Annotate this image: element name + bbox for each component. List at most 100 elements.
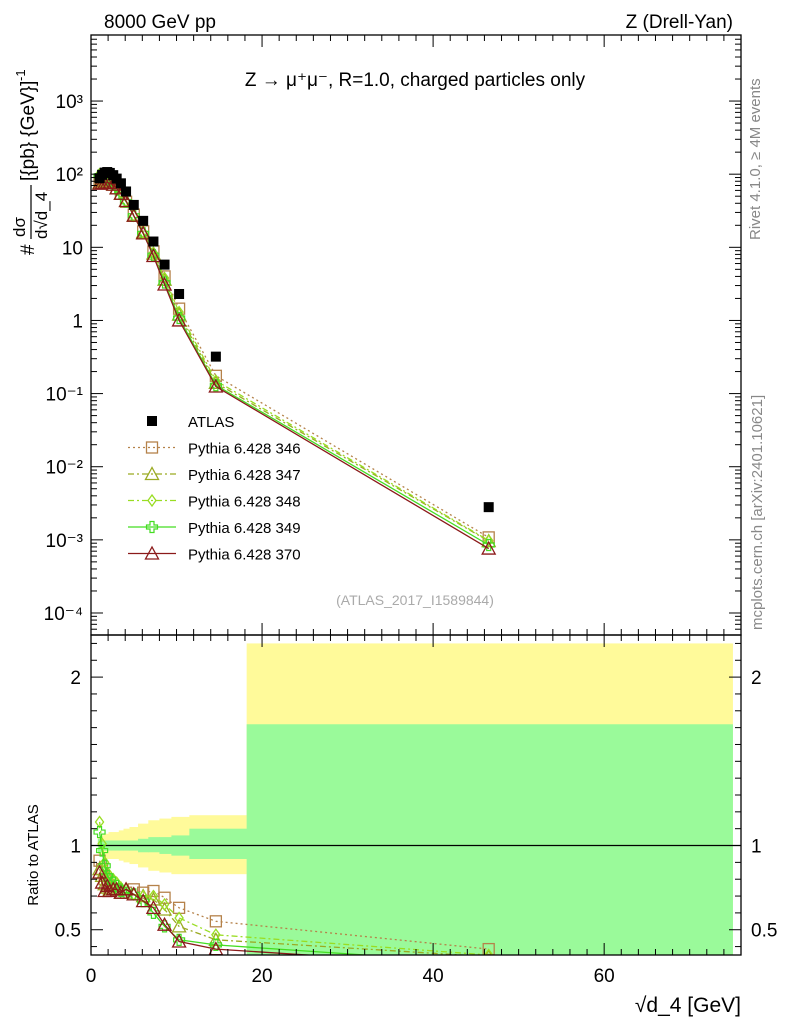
mc-line bbox=[99, 173, 490, 542]
main-y-tick-label: 10⁻⁴ bbox=[44, 604, 83, 625]
atlas-data-point bbox=[148, 236, 159, 247]
analysis-label: (ATLAS_2017_I1589844) bbox=[336, 592, 494, 608]
header-left: 8000 GeV pp bbox=[104, 12, 216, 33]
mc-point bbox=[135, 225, 151, 240]
x-tick-label: 20 bbox=[251, 966, 272, 987]
ylabel-exponent: -1 bbox=[13, 69, 28, 81]
ratio-point bbox=[159, 897, 170, 912]
legend: ATLAS Pythia 6.428 346 Pythia 6.428 347 Pyt… bbox=[128, 414, 301, 564]
ratio-point bbox=[156, 916, 173, 931]
ratio-point bbox=[145, 891, 162, 906]
axes-layer: 10⁻⁴ 10⁻³ 10⁻² 10⁻¹ 1 10 10² 10³ 0 20 40 60 0.5 0.5 1 1… bbox=[44, 34, 777, 987]
ratio-point bbox=[209, 915, 223, 928]
main-y-tick-label: 10⁻³ bbox=[46, 531, 84, 552]
mc-point bbox=[126, 207, 142, 222]
header-right: Z (Drell-Yan) bbox=[626, 12, 733, 33]
mc-series-2 bbox=[91, 173, 497, 548]
ratio-ylabel: Ratio to ATLAS bbox=[25, 804, 42, 905]
mc-point bbox=[481, 540, 497, 555]
atlas-data-series bbox=[94, 167, 494, 513]
legend-entry-atlas: ATLAS bbox=[147, 414, 234, 431]
mc-point bbox=[145, 248, 162, 263]
legend-marker bbox=[144, 545, 160, 560]
legend-label: Pythia 6.428 346 bbox=[188, 441, 301, 458]
main-series-layer bbox=[91, 167, 497, 555]
rivet-version-label: Rivet 4.1.0, ≥ 4M events bbox=[747, 78, 764, 240]
ratio-point bbox=[171, 918, 187, 933]
legend-entry-1: Pythia 6.428 346 bbox=[128, 441, 301, 458]
stat-uncertainty-band bbox=[246, 724, 733, 955]
legend-entry-3: Pythia 6.428 348 bbox=[128, 494, 301, 511]
ratio-y-tick-label-left: 0.5 bbox=[55, 921, 81, 942]
ratio-point bbox=[158, 920, 171, 933]
main-y-tick-label: 10³ bbox=[56, 92, 83, 113]
ratio-point bbox=[94, 815, 105, 829]
x-tick-label: 0 bbox=[86, 966, 97, 987]
ratio-y-tick-label-right: 1 bbox=[751, 837, 762, 858]
ratio-y-tick-label-right: 2 bbox=[751, 668, 762, 689]
atlas-data-point bbox=[174, 288, 185, 299]
ylabel-num: dσ bbox=[10, 217, 29, 237]
mc-series-1 bbox=[93, 173, 495, 544]
ratio-series-5 bbox=[91, 864, 495, 972]
atlas-data-point bbox=[115, 178, 126, 189]
ratio-point bbox=[171, 933, 187, 948]
mc-line bbox=[99, 180, 490, 542]
legend-marker bbox=[145, 520, 159, 534]
x-tick-label: 60 bbox=[594, 966, 615, 987]
ratio-y-tick-label-right: 0.5 bbox=[751, 921, 777, 942]
stat-uncertainty-band bbox=[148, 837, 160, 853]
mc-point bbox=[482, 538, 495, 552]
main-y-tick-label: 10⁻¹ bbox=[46, 385, 84, 406]
main-y-tick-label: 10² bbox=[56, 165, 83, 186]
ratio-point bbox=[98, 859, 111, 872]
mc-line bbox=[99, 175, 490, 546]
ratio-point bbox=[483, 948, 494, 955]
legend-label: Pythia 6.428 348 bbox=[188, 494, 301, 511]
ratio-point bbox=[156, 901, 173, 916]
atlas-data-point bbox=[138, 215, 149, 226]
legend-marker bbox=[144, 466, 160, 481]
ratio-point bbox=[483, 958, 494, 969]
ylabel-hash: # bbox=[18, 244, 39, 255]
ylabel-unit: [{pb} {GeV}] bbox=[18, 81, 39, 181]
ratio-point bbox=[482, 960, 495, 972]
ratio-point bbox=[93, 825, 106, 839]
ratio-point bbox=[96, 844, 109, 857]
atlas-data-point bbox=[128, 199, 139, 210]
ratio-y-tick-label-left: 2 bbox=[70, 668, 81, 689]
legend-label: Pythia 6.428 347 bbox=[188, 467, 301, 484]
legend-label: Pythia 6.428 349 bbox=[188, 520, 301, 537]
legend-label: Pythia 6.428 370 bbox=[188, 547, 301, 564]
atlas-data-point bbox=[210, 351, 221, 362]
ratio-point bbox=[147, 884, 160, 898]
mcplots-label: mcplots.cern.ch [arXiv:2401.10621] bbox=[749, 395, 766, 630]
ratio-series-layer bbox=[91, 815, 495, 972]
ratio-point bbox=[145, 899, 162, 914]
main-y-tick-label: 10⁻² bbox=[46, 458, 84, 479]
atlas-data-point bbox=[159, 259, 170, 270]
ratio-uncertainty-bands bbox=[91, 643, 741, 955]
legend-entry-2: Pythia 6.428 347 bbox=[128, 466, 301, 484]
main-y-tick-label: 1 bbox=[72, 311, 83, 332]
ratio-point bbox=[135, 893, 151, 908]
legend-entry-5: Pythia 6.428 370 bbox=[128, 545, 301, 564]
process-label: Z → μ⁺μ⁻, R=1.0, charged particles only bbox=[245, 70, 586, 91]
legend-marker bbox=[145, 441, 159, 454]
legend-entry-4: Pythia 6.428 349 bbox=[128, 520, 301, 537]
ratio-point bbox=[209, 938, 222, 951]
mc-point bbox=[483, 533, 494, 548]
atlas-data-point bbox=[121, 186, 132, 197]
mc-series-3 bbox=[94, 167, 494, 548]
ratio-point bbox=[126, 886, 142, 901]
stat-uncertainty-band bbox=[189, 828, 248, 859]
x-tick-label: 40 bbox=[423, 966, 444, 987]
mc-point bbox=[156, 276, 173, 291]
mc-point bbox=[208, 378, 224, 393]
x-axis-label: √d_4 [GeV] bbox=[635, 994, 741, 1017]
atlas-data-point bbox=[483, 502, 494, 513]
ylabel-den: d√d_4 bbox=[32, 192, 51, 239]
ratio-point bbox=[211, 928, 221, 942]
ratio-point bbox=[118, 881, 134, 896]
